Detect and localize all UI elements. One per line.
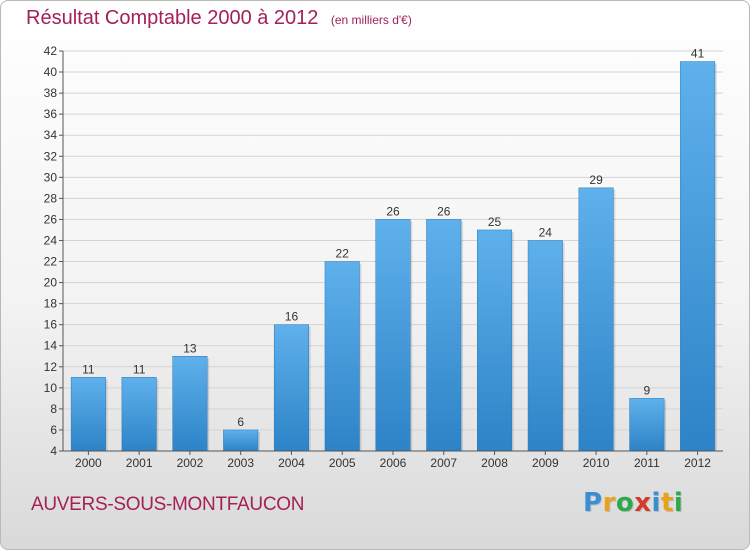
data-label: 16 (285, 310, 299, 324)
x-tick-label: 2011 (634, 456, 660, 470)
y-tick-label: 22 (44, 255, 58, 269)
y-tick-label: 42 (44, 44, 58, 58)
x-tick-label: 2005 (329, 456, 356, 470)
bar-2005 (324, 261, 360, 452)
bar-2011 (629, 398, 665, 452)
data-label: 6 (237, 415, 244, 429)
bar-2007 (426, 219, 462, 452)
data-label: 11 (133, 362, 146, 376)
x-tick-label: 2010 (583, 456, 610, 470)
y-tick-label: 38 (44, 86, 58, 100)
bar-2004 (273, 324, 309, 452)
data-label: 29 (589, 173, 603, 187)
logo-letter: t (660, 488, 674, 518)
y-tick-label: 14 (44, 339, 58, 353)
proxiti-logo[interactable]: Proxiti (583, 488, 683, 518)
data-label: 25 (488, 215, 502, 229)
x-tick-label: 2000 (75, 456, 102, 470)
logo-letter: P (583, 488, 603, 518)
logo-letter: r (602, 488, 616, 518)
bar-2002 (172, 356, 208, 452)
y-tick-label: 10 (44, 381, 58, 395)
data-label: 26 (437, 204, 451, 218)
bar-2006 (375, 219, 411, 452)
y-tick-label: 36 (44, 107, 58, 121)
data-label: 13 (183, 341, 197, 355)
bar-2001 (121, 377, 157, 452)
y-tick-label: 20 (44, 276, 58, 290)
x-tick-label: 2002 (177, 456, 204, 470)
y-axis: 4 6 8 10 12 14 16 18 20 22 24 26 28 30 32 34 36 38 40 42 (44, 44, 64, 458)
y-tick-label: 16 (44, 318, 58, 332)
y-tick-label: 8 (50, 402, 57, 416)
y-tick-label: 26 (44, 212, 58, 226)
y-tick-label: 24 (44, 233, 58, 247)
y-tick-label: 30 (44, 170, 58, 184)
y-tick-label: 40 (44, 65, 58, 79)
logo-letter: i (673, 488, 684, 518)
x-tick-label: 2012 (684, 456, 711, 470)
logo-letter: i (651, 488, 661, 518)
y-tick-label: 32 (44, 149, 58, 163)
unit-label: (en milliers d'€) (330, 13, 412, 27)
y-tick-label: 4 (50, 444, 57, 458)
x-tick-label: 2001 (126, 456, 153, 470)
bar-2010 (578, 187, 614, 452)
y-tick-label: 12 (44, 360, 58, 374)
data-label: 22 (336, 247, 350, 261)
x-tick-label: 2003 (227, 456, 254, 470)
x-tick-label: 2007 (430, 456, 457, 470)
data-label: 26 (386, 204, 400, 218)
logo-letter: x (634, 488, 652, 518)
bar-2008 (477, 229, 513, 452)
bar-2003 (223, 429, 259, 452)
y-tick-label: 6 (50, 423, 57, 437)
x-tick-label: 2006 (380, 456, 407, 470)
chart-title: Résultat Comptable 2000 à 2012 (26, 7, 319, 29)
x-tick-label: 2009 (532, 456, 559, 470)
data-label: 11 (82, 362, 95, 376)
bar-2009 (527, 240, 563, 452)
x-tick-label: 2008 (481, 456, 508, 470)
y-tick-label: 34 (44, 128, 58, 142)
x-tick-label: 2004 (278, 456, 305, 470)
bars: 11 11 13 6 16 22 26 26 25 24 29 9 41 (70, 47, 717, 452)
x-axis: 2000 2001 2002 2003 2004 2005 2006 2007 2008 2009… (63, 450, 723, 470)
data-label: 41 (691, 47, 705, 61)
logo-letter: o (615, 488, 635, 518)
chart-title-block: Résultat Comptable 2000 à 2012 (en milli… (26, 7, 412, 30)
bar-2012 (680, 61, 716, 452)
data-label: 9 (644, 383, 651, 397)
commune-name: AUVERS-SOUS-MONTFAUCON (31, 494, 305, 515)
y-tick-label: 28 (44, 191, 58, 205)
bar-2000 (70, 377, 106, 452)
y-tick-label: 18 (44, 297, 58, 311)
data-label: 24 (539, 225, 553, 239)
